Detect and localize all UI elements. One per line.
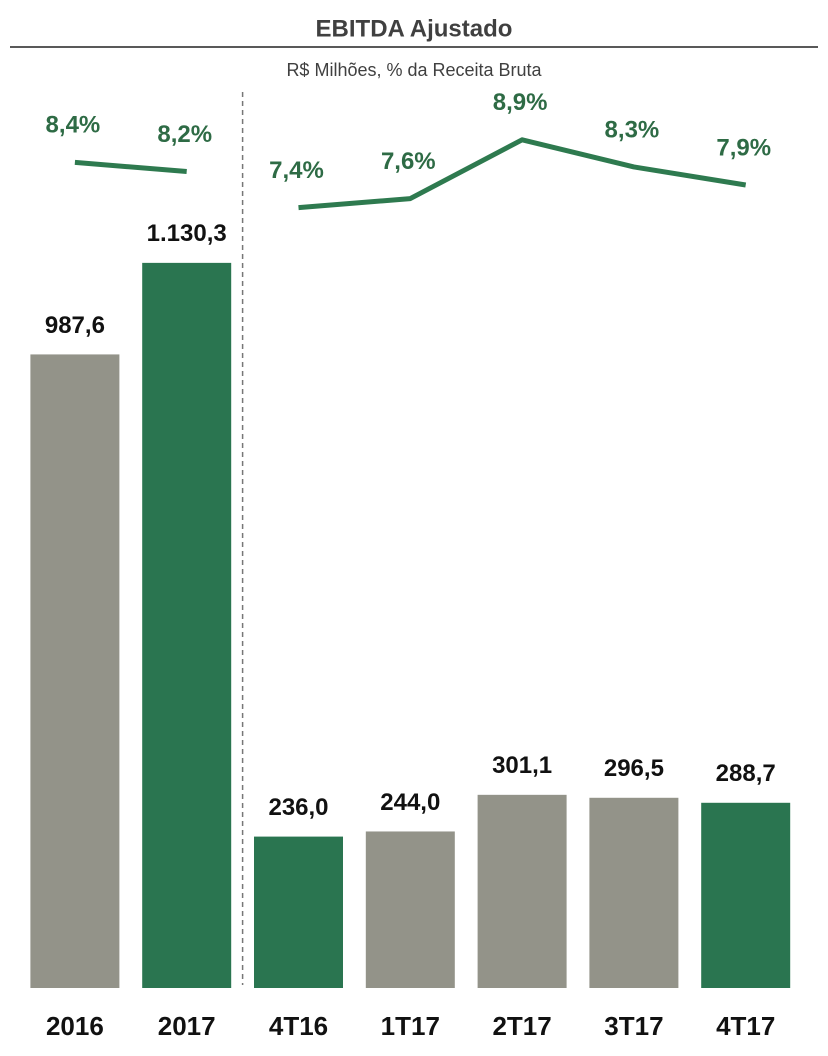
line [298,137,747,211]
value-label: 1.130,3 [147,220,227,247]
bar [142,262,232,988]
line-value-label: 8,3% [605,116,660,143]
x-tick-label: 4T17 [716,1011,775,1041]
value-label: 288,7 [716,760,776,787]
bar [589,797,679,988]
line-value-label: 8,4% [46,112,101,139]
value-label: 296,5 [604,755,664,782]
line-value-label: 7,9% [716,134,771,161]
line [74,159,187,174]
value-label: 236,0 [268,794,328,821]
x-tick-label: 2017 [158,1011,216,1041]
line-value-label: 8,2% [157,121,212,148]
line-value-label: 8,9% [493,89,548,116]
line-value-label: 7,4% [269,157,324,184]
value-label: 244,0 [380,789,440,816]
x-tick-label: 3T17 [604,1011,663,1041]
value-label: 987,6 [45,312,105,339]
bar [365,831,455,988]
chart-subtitle: R$ Milhões, % da Receita Bruta [286,60,542,80]
line-value-label: 7,6% [381,148,436,175]
bar [254,836,343,988]
chart-title: EBITDA Ajustado [316,15,513,42]
x-tick-label: 1T17 [381,1011,440,1041]
x-tick-label: 2T17 [492,1011,551,1041]
bar [477,794,567,988]
x-tick-label: 2016 [46,1011,104,1041]
value-label: 301,1 [492,752,552,779]
bar [30,354,120,988]
bar [701,802,791,988]
x-tick-label: 4T16 [269,1011,328,1041]
